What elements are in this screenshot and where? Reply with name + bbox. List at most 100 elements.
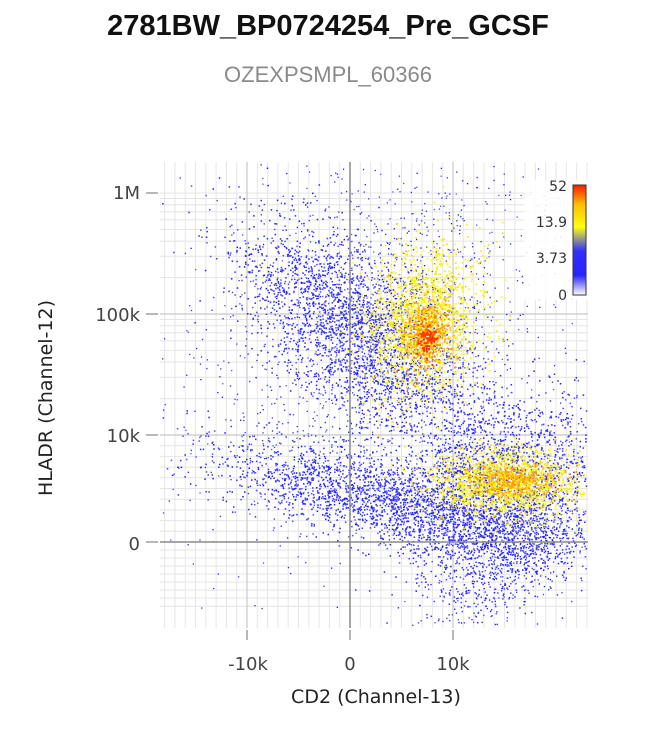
data-point <box>336 274 339 276</box>
data-point <box>457 410 459 412</box>
data-point <box>249 271 251 273</box>
data-point <box>424 400 426 402</box>
data-point <box>306 298 308 301</box>
data-point <box>409 501 411 503</box>
data-point <box>368 305 370 307</box>
data-point <box>259 411 261 414</box>
data-point <box>477 386 479 388</box>
data-point <box>315 375 317 377</box>
data-point <box>302 296 305 298</box>
data-point <box>345 297 348 299</box>
data-point <box>300 337 302 339</box>
data-point <box>377 274 379 277</box>
data-point <box>306 206 309 208</box>
data-point <box>443 205 445 207</box>
data-point <box>565 548 567 551</box>
data-point <box>518 270 521 272</box>
data-point <box>330 328 332 331</box>
data-point <box>308 220 310 222</box>
data-point <box>445 395 448 398</box>
data-point <box>295 268 297 270</box>
data-point <box>430 500 433 502</box>
data-point <box>307 357 309 359</box>
data-point <box>336 347 338 350</box>
data-point <box>441 350 444 352</box>
data-point <box>275 259 278 261</box>
data-point <box>267 321 269 323</box>
data-point <box>329 331 332 333</box>
data-point <box>478 510 481 512</box>
data-point <box>257 238 259 240</box>
data-point <box>301 292 303 295</box>
data-point <box>366 393 368 396</box>
data-point <box>462 180 464 182</box>
data-point <box>264 299 266 302</box>
data-point <box>329 237 332 239</box>
data-point <box>361 503 364 506</box>
data-point <box>271 494 274 496</box>
data-point <box>387 261 389 264</box>
data-point <box>440 509 442 511</box>
data-point <box>402 371 405 374</box>
data-point <box>403 521 405 523</box>
data-point <box>311 230 313 233</box>
data-point <box>402 412 404 414</box>
data-point <box>338 545 341 547</box>
data-point <box>241 435 243 438</box>
data-point <box>320 323 322 325</box>
data-point <box>404 327 406 329</box>
data-point <box>360 403 362 405</box>
data-point <box>186 374 188 376</box>
data-point <box>319 263 321 265</box>
data-point <box>199 492 201 494</box>
data-point <box>315 339 317 341</box>
data-point <box>414 228 416 231</box>
data-point <box>412 213 414 215</box>
data-point <box>386 291 388 294</box>
data-point <box>497 412 499 414</box>
data-point <box>256 484 259 486</box>
data-point <box>464 367 466 369</box>
data-point <box>324 209 326 212</box>
data-point <box>335 271 338 274</box>
data-point <box>412 485 414 487</box>
data-point <box>359 313 362 316</box>
data-point <box>409 283 411 285</box>
data-point <box>419 342 421 345</box>
data-point <box>420 451 422 454</box>
data-point <box>318 303 320 305</box>
data-point <box>337 367 339 370</box>
data-point <box>395 328 397 331</box>
data-point <box>456 432 458 434</box>
data-point <box>367 258 369 260</box>
data-point <box>403 288 405 290</box>
data-point <box>365 426 368 429</box>
data-point <box>467 388 469 391</box>
data-point <box>331 386 334 389</box>
data-point <box>450 446 452 449</box>
data-point <box>254 296 256 299</box>
data-point <box>485 504 487 507</box>
data-point <box>293 209 295 211</box>
data-point <box>385 453 388 455</box>
data-point <box>363 322 365 325</box>
data-point <box>341 211 343 214</box>
data-point <box>330 295 333 297</box>
data-point <box>311 267 313 270</box>
data-point <box>329 257 331 259</box>
data-point <box>323 303 325 305</box>
data-point <box>303 313 305 316</box>
data-point <box>218 177 221 179</box>
data-point <box>262 243 265 246</box>
data-point <box>471 258 473 260</box>
data-point <box>421 379 423 381</box>
data-point <box>309 241 312 243</box>
data-point <box>346 366 348 368</box>
data-point <box>317 506 319 509</box>
data-point <box>356 292 359 295</box>
data-point <box>393 371 395 373</box>
data-point <box>325 381 327 384</box>
data-point <box>374 321 377 323</box>
data-point <box>304 316 307 318</box>
data-point <box>259 246 261 249</box>
